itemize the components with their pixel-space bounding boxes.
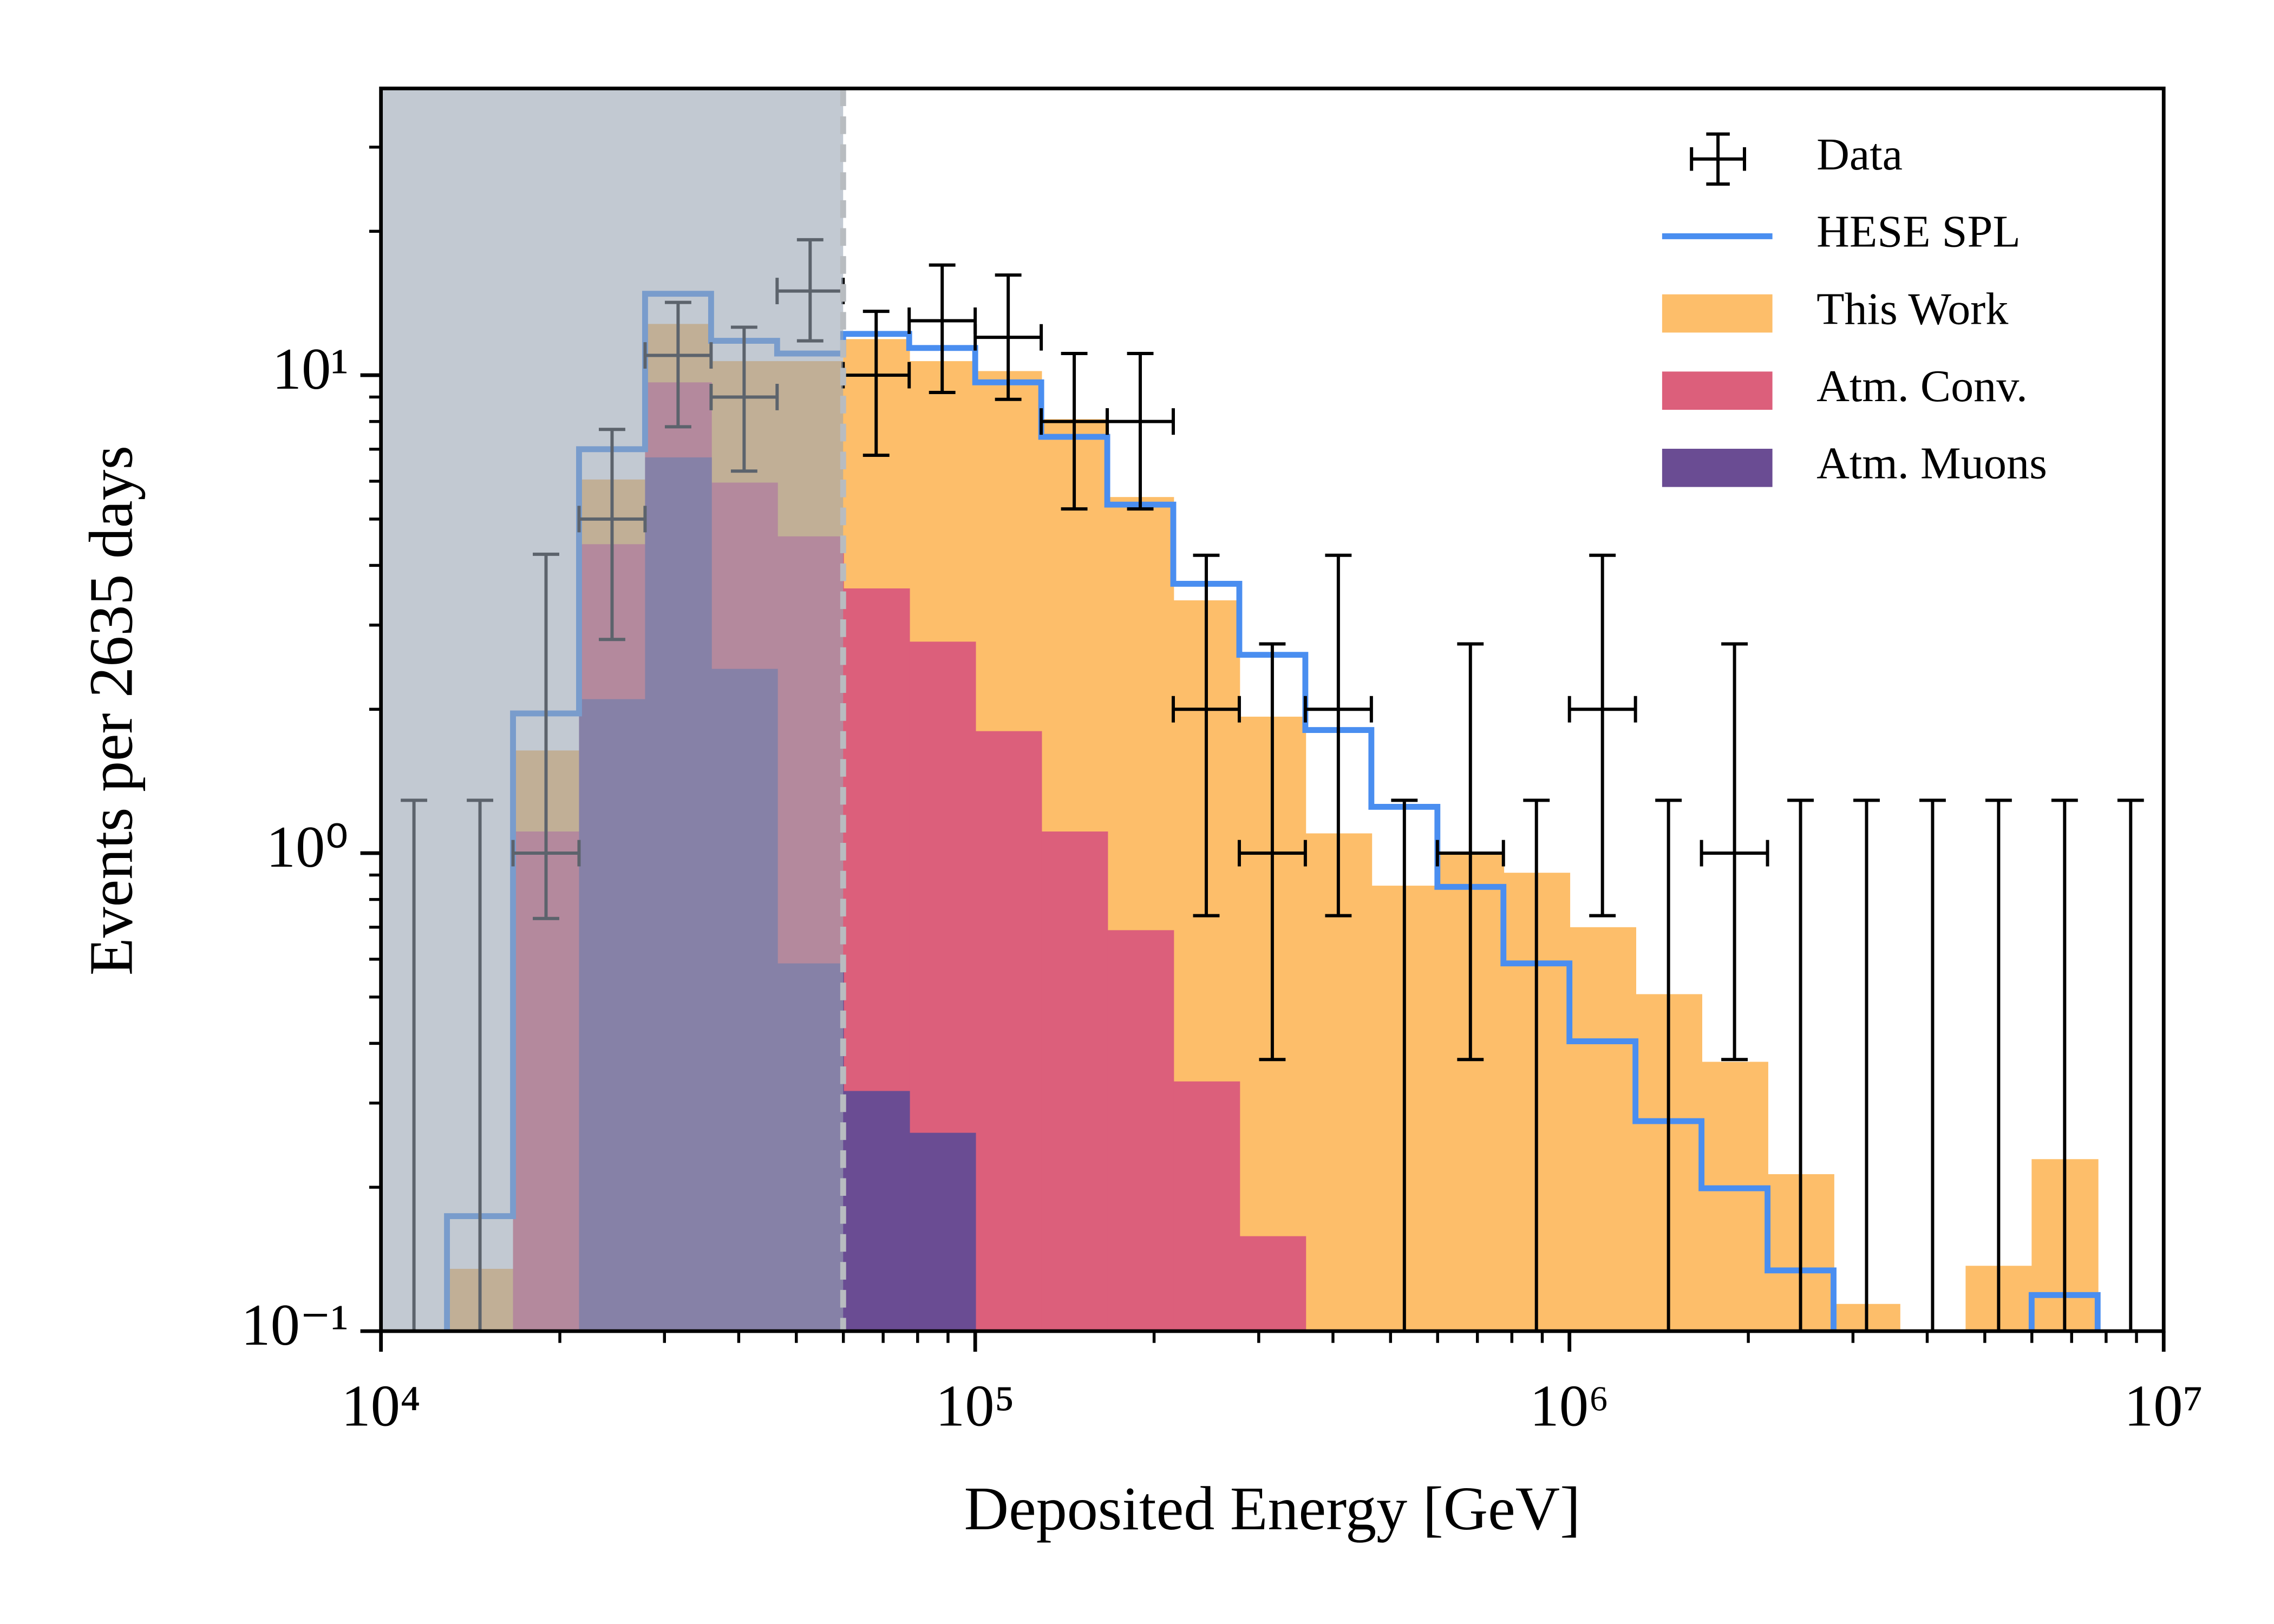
legend-marker bbox=[1662, 294, 1773, 333]
error-bar bbox=[1655, 798, 1682, 1331]
error-bar bbox=[1325, 553, 1352, 918]
data-point bbox=[1567, 696, 1637, 723]
hist-bar bbox=[1701, 1062, 1768, 1331]
error-bar bbox=[1193, 553, 1220, 918]
error-bar bbox=[1985, 798, 2012, 1331]
hist-bar bbox=[1107, 930, 1174, 1331]
legend-label: HESE SPL bbox=[1816, 207, 2021, 257]
error-bar bbox=[1919, 798, 1946, 1331]
data-point bbox=[973, 324, 1043, 351]
error-bar bbox=[1061, 352, 1088, 511]
error-bar bbox=[862, 310, 890, 457]
y-tick-label: 10⁰ bbox=[266, 814, 349, 880]
x-tick-label: 10⁷ bbox=[2124, 1373, 2204, 1438]
error-bar bbox=[1589, 553, 1616, 918]
error-bar bbox=[1787, 798, 1814, 1331]
x-tick-label: 10⁵ bbox=[936, 1373, 1015, 1438]
legend-label: This Work bbox=[1816, 284, 2009, 334]
error-bar bbox=[2117, 798, 2144, 1331]
legend-marker bbox=[1662, 448, 1773, 487]
hist-bar bbox=[1569, 927, 1637, 1331]
legend-marker bbox=[1662, 371, 1773, 410]
data-point bbox=[1237, 840, 1307, 867]
y-tick-label: 10¹ bbox=[272, 336, 349, 402]
hist-bar bbox=[975, 731, 1042, 1331]
data-point bbox=[1106, 408, 1175, 435]
data-point bbox=[1303, 696, 1373, 723]
error-bar bbox=[1127, 352, 1154, 511]
shaded-region bbox=[381, 88, 844, 1331]
data-point bbox=[1435, 840, 1505, 867]
y-axis-label: Events per 2635 days bbox=[77, 446, 146, 975]
legend-label: Data bbox=[1816, 129, 1903, 180]
hist-bar bbox=[1173, 1081, 1240, 1331]
legend-marker bbox=[1690, 132, 1746, 186]
error-bar bbox=[1391, 798, 1418, 1331]
error-bar bbox=[1523, 798, 1550, 1331]
error-bar bbox=[1853, 798, 1880, 1331]
data-point bbox=[1700, 840, 1769, 867]
x-axis-label: Deposited Energy [GeV] bbox=[964, 1474, 1581, 1543]
error-bar bbox=[2051, 798, 2078, 1331]
data-point bbox=[1172, 696, 1241, 723]
hist-bar bbox=[843, 1091, 910, 1331]
x-tick-label: 10⁴ bbox=[341, 1373, 421, 1438]
legend-label: Atm. Muons bbox=[1816, 438, 2047, 489]
hist-bar bbox=[909, 1132, 976, 1331]
hist-bar bbox=[1239, 1236, 1306, 1331]
legend-label: Atm. Conv. bbox=[1816, 361, 2028, 411]
hist-bar bbox=[1041, 831, 1108, 1331]
error-bar bbox=[929, 263, 956, 395]
x-tick-label: 10⁶ bbox=[1530, 1373, 1609, 1438]
y-tick-label: 10⁻¹ bbox=[241, 1292, 349, 1358]
